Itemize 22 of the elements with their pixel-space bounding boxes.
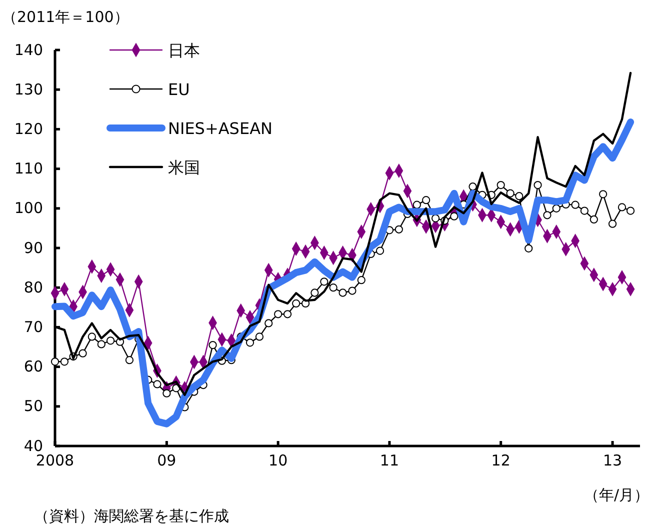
- y-axis-title: （2011年＝100）: [2, 8, 129, 26]
- y-tick-label: 130: [14, 80, 43, 98]
- x-axis-title: （年/月）: [584, 486, 649, 504]
- x-tick-label: 12: [491, 452, 510, 470]
- y-tick-label: 100: [14, 199, 43, 218]
- text: （資料）海関総署を基に作成: [34, 507, 229, 524]
- legend-label: EU: [168, 80, 190, 99]
- y-tick-label: 50: [24, 397, 43, 416]
- x-tick-label: 13: [602, 452, 622, 470]
- legend-label: 日本: [168, 41, 200, 60]
- y-tick-label: 120: [14, 120, 43, 138]
- y-tick-label: 60: [24, 358, 43, 376]
- y-tick-label: 90: [24, 238, 43, 257]
- y-tick-label: 70: [24, 318, 43, 336]
- legend-label: 米国: [168, 158, 200, 177]
- y-tick-label: 80: [24, 278, 43, 296]
- x-tick-label: 10: [268, 452, 288, 470]
- y-tick-label: 110: [14, 160, 43, 178]
- x-tick-label: 11: [380, 452, 400, 470]
- y-tick-label: 140: [14, 40, 43, 59]
- legend-label: NIES+ASEAN: [168, 119, 272, 138]
- x-tick-label: 09: [157, 452, 176, 470]
